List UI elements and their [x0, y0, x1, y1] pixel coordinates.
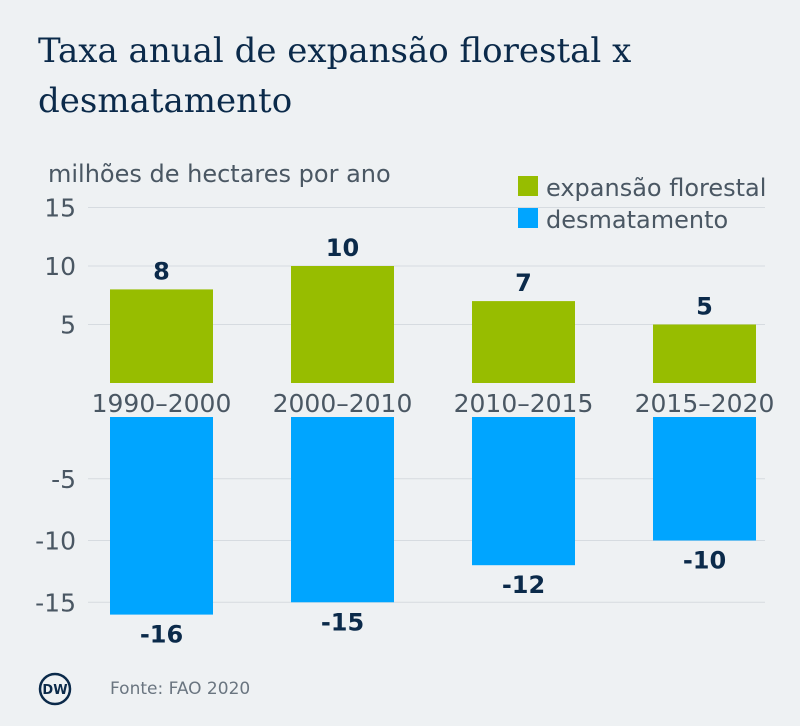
value-label-deforestation: -12 [502, 571, 545, 599]
y-tick-label: 5 [60, 311, 76, 340]
bar-expansion [472, 301, 575, 383]
y-tick-label: 10 [44, 252, 76, 281]
y-tick-label: -15 [35, 588, 76, 617]
chart-title: Taxa anual de expansão florestal x desma… [38, 31, 632, 121]
legend: expansão florestal desmatamento [518, 174, 766, 234]
dw-logo-icon: DW [38, 672, 72, 706]
value-label-deforestation: -15 [321, 608, 364, 636]
value-labels: 8 -16 10 -15 7 -12 5 -10 [140, 234, 726, 649]
legend-label-deforestation: desmatamento [546, 206, 728, 234]
svg-text:DW: DW [42, 683, 67, 698]
value-label-deforestation: -16 [140, 621, 183, 649]
bar-expansion [653, 324, 756, 383]
category-label: 2015–2020 [635, 389, 775, 418]
value-label-deforestation: -10 [683, 547, 726, 575]
value-label-expansion: 8 [153, 257, 170, 285]
category-label: 1990–2000 [92, 389, 232, 418]
bar-deforestation [472, 417, 575, 566]
bar-chart: milhões de hectares por ano expansão flo… [35, 160, 775, 649]
y-axis-ticks: 15 10 5 -5 -10 -15 [35, 194, 76, 618]
y-tick-label: -5 [51, 465, 76, 494]
y-tick-label: 15 [44, 194, 76, 223]
y-tick-label: -10 [35, 527, 76, 556]
y-axis-unit-label: milhões de hectares por ano [48, 160, 391, 188]
legend-swatch-deforestation [518, 208, 538, 228]
footer: DW Fonte: FAO 2020 [38, 672, 538, 706]
value-label-expansion: 7 [515, 269, 532, 297]
category-labels: 1990–2000 2000–2010 2010–2015 2015–2020 [92, 389, 775, 418]
legend-swatch-expansion [518, 176, 538, 196]
category-label: 2010–2015 [454, 389, 594, 418]
bar-deforestation [110, 417, 213, 615]
category-label: 2000–2010 [273, 389, 413, 418]
bar-expansion [110, 289, 213, 383]
bar-deforestation [653, 417, 756, 541]
bar-deforestation [291, 417, 394, 603]
value-label-expansion: 10 [326, 234, 359, 262]
bar-expansion [291, 266, 394, 383]
source-note: Fonte: FAO 2020 [110, 679, 251, 699]
legend-label-expansion: expansão florestal [546, 174, 766, 202]
bars [110, 266, 756, 615]
value-label-expansion: 5 [696, 293, 713, 321]
